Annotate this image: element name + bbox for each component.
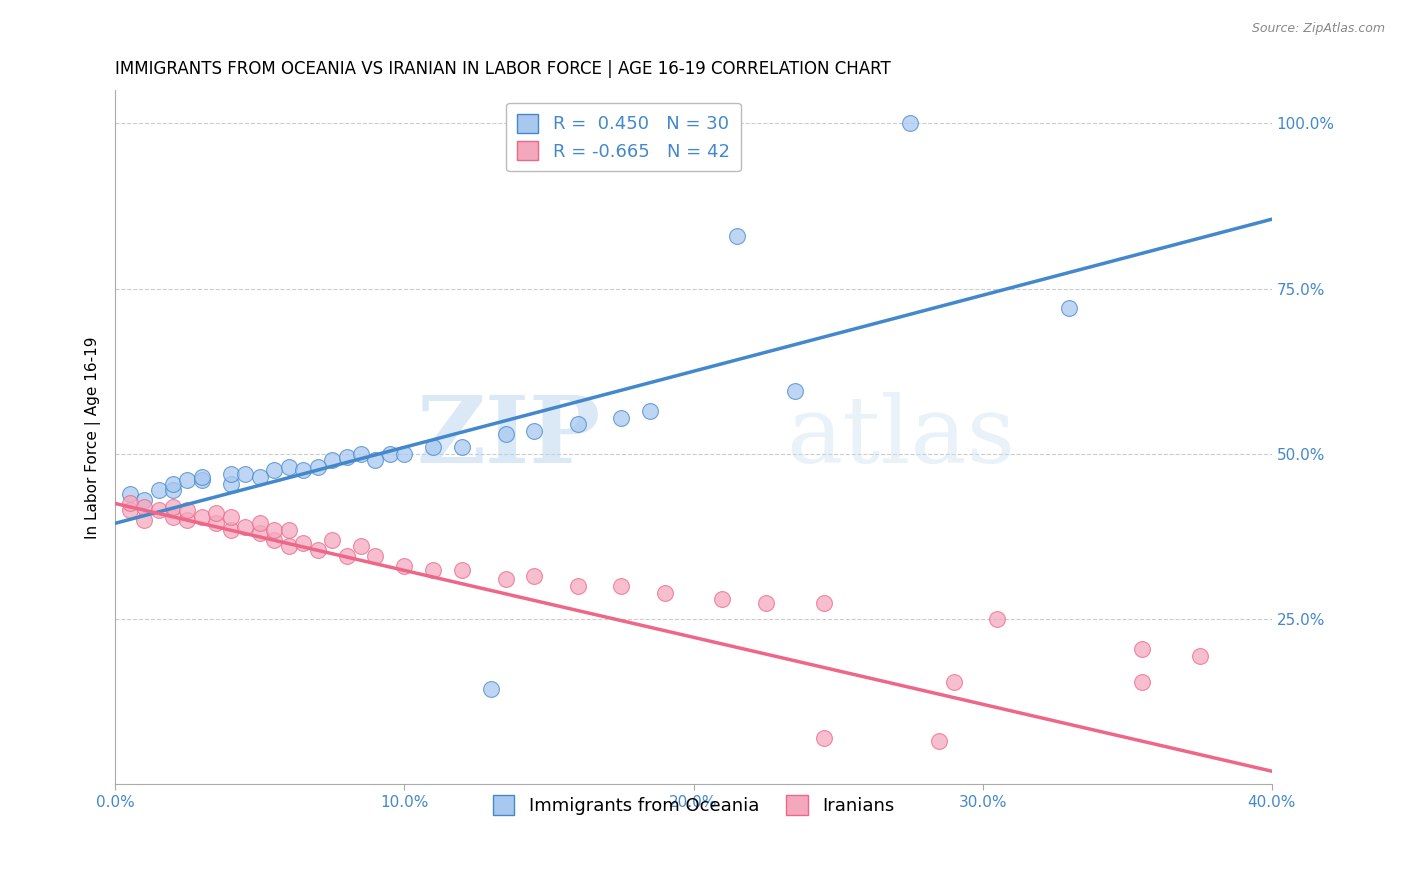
Point [567,579,589,593]
Point [277,540,299,554]
Point [118,503,141,517]
Point [900,116,922,130]
Point [321,453,343,467]
Point [205,516,228,531]
Point [292,536,315,550]
Point [148,503,170,517]
Point [335,549,357,564]
Point [219,523,242,537]
Text: Source: ZipAtlas.com: Source: ZipAtlas.com [1251,22,1385,36]
Point [219,509,242,524]
Point [263,533,285,547]
Point [191,470,214,484]
Point [205,507,228,521]
Point [176,503,198,517]
Point [495,573,517,587]
Point [307,460,329,475]
Point [350,447,373,461]
Point [335,450,357,465]
Point [148,483,170,498]
Y-axis label: In Labor Force | Age 16-19: In Labor Force | Age 16-19 [86,336,101,539]
Point [394,447,416,461]
Point [132,500,155,514]
Point [567,417,589,431]
Point [451,563,474,577]
Point [523,569,546,583]
Point [422,440,444,454]
Point [1130,641,1153,656]
Point [942,675,965,690]
Point [162,476,184,491]
Point [249,516,271,531]
Point [249,470,271,484]
Point [277,460,299,475]
Point [364,549,387,564]
Text: IMMIGRANTS FROM OCEANIA VS IRANIAN IN LABOR FORCE | AGE 16-19 CORRELATION CHART: IMMIGRANTS FROM OCEANIA VS IRANIAN IN LA… [115,60,891,78]
Point [118,486,141,500]
Point [422,563,444,577]
Point [813,596,835,610]
Point [495,427,517,442]
Point [523,424,546,438]
Point [263,523,285,537]
Point [307,542,329,557]
Text: ZIP: ZIP [416,392,600,483]
Point [1130,675,1153,690]
Point [233,467,256,481]
Point [191,509,214,524]
Point [132,493,155,508]
Point [783,384,806,398]
Point [711,592,734,607]
Point [813,731,835,746]
Point [638,404,661,418]
Point [451,440,474,454]
Point [118,496,141,510]
Point [277,523,299,537]
Point [1188,648,1211,663]
Point [350,540,373,554]
Point [176,473,198,487]
Point [610,579,633,593]
Point [378,447,401,461]
Point [162,509,184,524]
Point [610,410,633,425]
Point [479,681,502,696]
Point [263,463,285,477]
Point [132,513,155,527]
Legend: Immigrants from Oceania, Iranians: Immigrants from Oceania, Iranians [484,786,904,824]
Text: atlas: atlas [786,392,1015,483]
Point [162,483,184,498]
Point [191,473,214,487]
Point [219,476,242,491]
Point [654,585,676,599]
Point [176,513,198,527]
Point [292,463,315,477]
Point [249,526,271,541]
Point [725,228,748,243]
Point [233,519,256,533]
Point [364,453,387,467]
Point [755,596,778,610]
Point [1059,301,1081,316]
Point [219,467,242,481]
Point [162,500,184,514]
Point [928,734,950,748]
Point [986,612,1008,626]
Point [321,533,343,547]
Point [394,559,416,574]
